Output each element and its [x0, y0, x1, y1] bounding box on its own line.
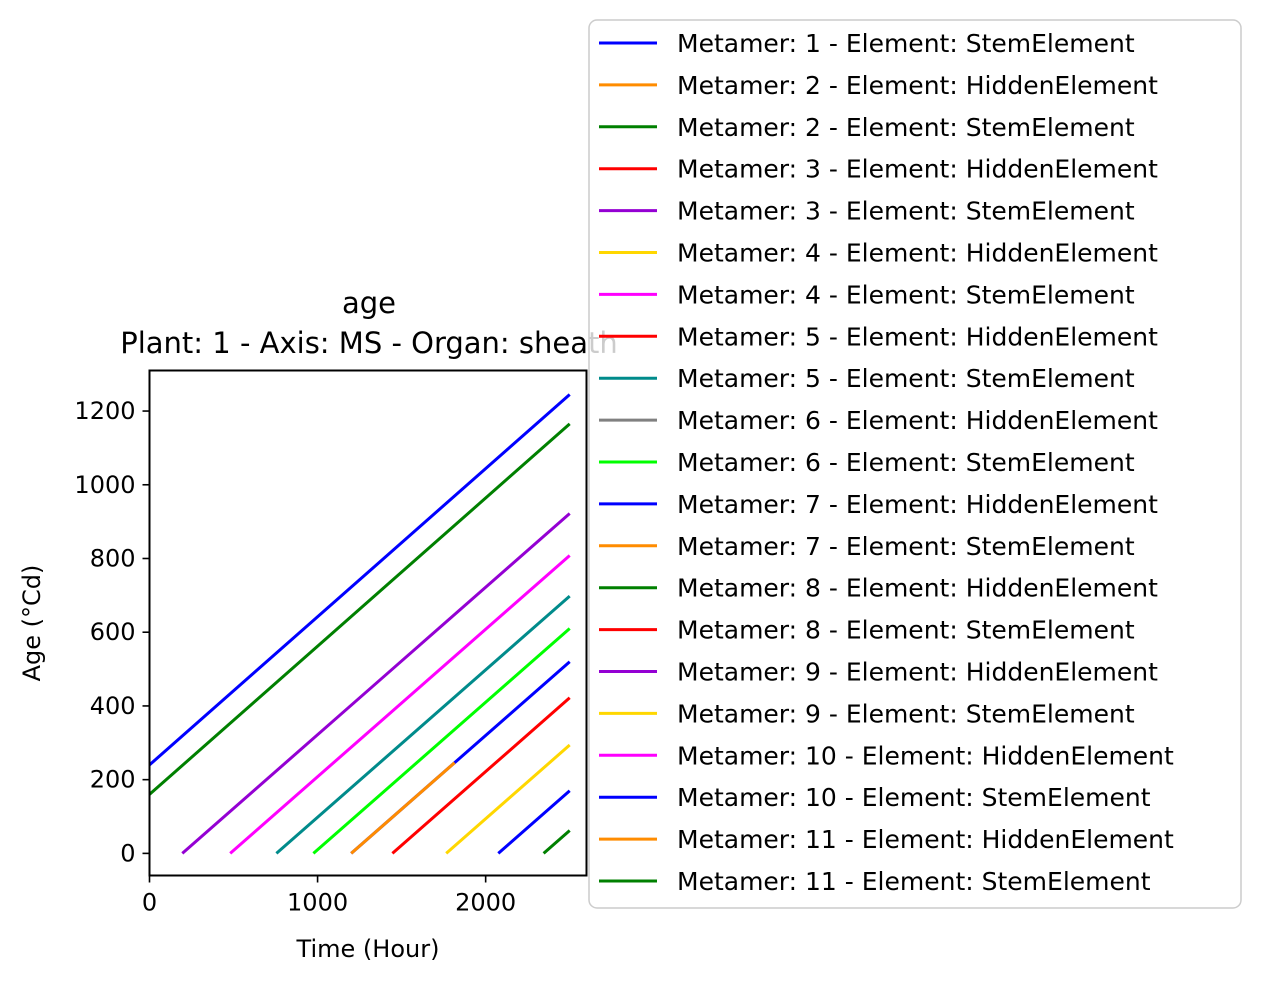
y-axis: 0 200 400 600 800 1000 1200 — [74, 397, 150, 867]
x-axis-label: Time (Hour) — [296, 935, 440, 963]
legend-label: Metamer: 6 - Element: StemElement — [677, 448, 1135, 477]
y-tick-label: 0 — [120, 839, 135, 867]
legend-label: Metamer: 4 - Element: HiddenElement — [677, 239, 1158, 268]
legend-label: Metamer: 3 - Element: HiddenElement — [677, 155, 1158, 184]
series-line-9 — [275, 594, 571, 855]
x-tick-label: 2000 — [455, 889, 516, 917]
series-line-5 — [181, 512, 571, 855]
y-tick-label: 1000 — [74, 471, 135, 499]
series-line-3 — [148, 422, 571, 796]
legend-label: Metamer: 6 - Element: HiddenElement — [677, 406, 1158, 435]
legend-label: Metamer: 7 - Element: StemElement — [677, 532, 1135, 561]
legend-frame — [588, 19, 1242, 909]
legend-label: Metamer: 4 - Element: StemElement — [677, 280, 1135, 309]
legend-label: Metamer: 8 - Element: HiddenElement — [677, 574, 1158, 603]
legend-label: Metamer: 3 - Element: StemElement — [677, 197, 1135, 226]
legend-label: Metamer: 9 - Element: HiddenElement — [677, 658, 1158, 687]
legend: Metamer: 1 - Element: StemElement Metamer… — [588, 19, 1242, 909]
legend-label: Metamer: 5 - Element: StemElement — [677, 364, 1135, 393]
series-line-19 — [497, 789, 571, 855]
chart-subtitle: Plant: 1 - Axis: MS - Organ: sheath — [120, 326, 618, 360]
legend-label: Metamer: 11 - Element: HiddenElement — [677, 825, 1174, 854]
x-tick-label: 0 — [142, 889, 157, 917]
series-line-15 — [391, 696, 571, 855]
legend-label: Metamer: 2 - Element: StemElement — [677, 113, 1135, 142]
plot-frame — [148, 369, 588, 877]
plot-lines — [148, 393, 571, 855]
series-line-1 — [148, 393, 571, 767]
series-line-17 — [445, 743, 571, 855]
legend-label: Metamer: 2 - Element: HiddenElement — [677, 71, 1158, 100]
legend-label: Metamer: 7 - Element: HiddenElement — [677, 490, 1158, 519]
series-line-13 — [350, 761, 456, 855]
x-axis: 0 1000 2000 — [142, 875, 516, 917]
legend-label: Metamer: 1 - Element: StemElement — [677, 29, 1135, 58]
series-line-21 — [542, 829, 571, 855]
legend-label: Metamer: 11 - Element: StemElement — [677, 867, 1151, 896]
x-tick-label: 1000 — [287, 889, 348, 917]
y-axis-label: Age (°Cd) — [18, 565, 46, 682]
legend-label: Metamer: 8 - Element: StemElement — [677, 616, 1135, 645]
series-line-11 — [312, 627, 571, 855]
y-tick-label: 800 — [90, 544, 136, 572]
series-line-7 — [229, 554, 571, 855]
legend-label: Metamer: 5 - Element: HiddenElement — [677, 322, 1158, 351]
chart-title: age — [342, 286, 396, 320]
y-tick-label: 200 — [90, 766, 136, 794]
legend-label: Metamer: 10 - Element: HiddenElement — [677, 741, 1174, 770]
y-tick-label: 400 — [90, 692, 136, 720]
y-tick-label: 600 — [90, 618, 136, 646]
y-tick-label: 1200 — [74, 397, 135, 425]
legend-label: Metamer: 10 - Element: StemElement — [677, 783, 1151, 812]
legend-label: Metamer: 9 - Element: StemElement — [677, 699, 1135, 728]
